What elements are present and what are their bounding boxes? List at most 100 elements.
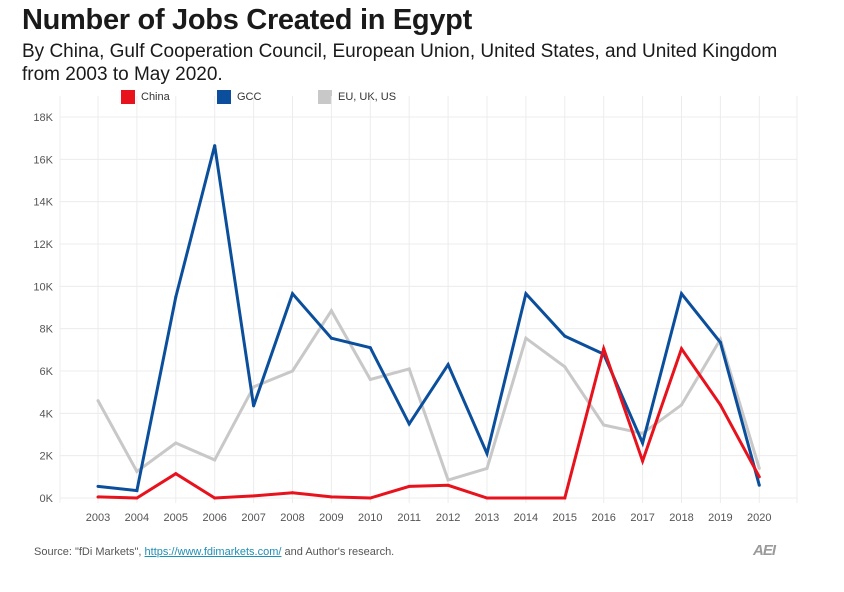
chart-subtitle: By China, Gulf Cooperation Council, Euro… xyxy=(22,41,778,85)
data-point-eu-uk-us xyxy=(174,441,178,445)
data-point-eu-uk-us xyxy=(407,367,411,371)
x-tick-label: 2017 xyxy=(630,512,654,524)
data-point-china xyxy=(757,475,761,479)
data-point-china xyxy=(135,496,139,500)
x-tick-label: 2015 xyxy=(553,512,577,524)
x-tick-label: 2005 xyxy=(164,512,188,524)
data-point-gcc xyxy=(485,452,489,456)
data-point-china xyxy=(174,472,178,476)
x-tick-label: 2013 xyxy=(475,512,499,524)
chart-title: Number of Jobs Created in Egypt xyxy=(22,4,472,36)
series-line-china xyxy=(97,343,761,500)
x-tick-label: 2012 xyxy=(436,512,460,524)
data-point-gcc xyxy=(252,404,256,408)
y-tick-label: 6K xyxy=(40,366,54,378)
data-point-gcc xyxy=(96,484,100,488)
data-point-eu-uk-us xyxy=(213,458,217,462)
data-point-gcc xyxy=(446,363,450,367)
y-axis-tick-labels: 0K 2K 4K 6K 8K 10K 12K 14K 16K 18K xyxy=(33,112,53,505)
data-point-china xyxy=(718,403,722,407)
legend-swatch-gcc xyxy=(217,90,231,104)
x-tick-label: 2006 xyxy=(202,512,226,524)
data-point-china xyxy=(602,347,606,351)
data-point-eu-uk-us xyxy=(524,336,528,340)
legend-item-gcc: GCC xyxy=(217,90,261,104)
x-tick-label: 2008 xyxy=(280,512,304,524)
data-point-china xyxy=(407,484,411,488)
x-tick-label: 2014 xyxy=(514,512,538,524)
data-point-gcc xyxy=(680,292,683,296)
data-point-china xyxy=(485,496,489,500)
legend-label-eu-uk-us: EU, UK, US xyxy=(338,91,397,103)
source-suffix: and Author's research. xyxy=(284,546,395,558)
legend-label-gcc: GCC xyxy=(237,91,262,103)
x-tick-label: 2007 xyxy=(241,512,265,524)
data-point-china xyxy=(252,494,256,498)
horizontal-gridlines xyxy=(60,116,797,499)
y-tick-label: 0K xyxy=(40,493,54,505)
data-point-china xyxy=(524,496,528,500)
y-tick-label: 18K xyxy=(33,112,53,124)
series-lines xyxy=(96,144,761,500)
data-point-china xyxy=(641,459,645,463)
data-point-gcc xyxy=(329,336,333,340)
legend-item-eu-uk-us: EU, UK, US xyxy=(318,90,396,104)
y-tick-label: 8K xyxy=(40,324,54,336)
source-note: Source: "fDi Markets", https://www.fdima… xyxy=(34,546,394,558)
x-tick-label: 2011 xyxy=(397,512,421,524)
legend-label-china: China xyxy=(141,91,170,103)
y-tick-label: 4K xyxy=(40,408,54,420)
data-point-gcc xyxy=(135,489,139,493)
data-point-gcc xyxy=(757,483,761,487)
data-point-eu-uk-us xyxy=(96,399,100,403)
data-point-gcc xyxy=(641,441,645,445)
data-point-china xyxy=(329,495,333,499)
legend-swatch-china xyxy=(121,90,135,104)
data-point-eu-uk-us xyxy=(680,403,683,407)
y-tick-label: 2K xyxy=(40,451,54,463)
data-point-gcc xyxy=(718,340,722,344)
y-tick-label: 12K xyxy=(33,239,53,251)
data-point-china xyxy=(680,347,683,351)
data-point-eu-uk-us xyxy=(485,466,489,470)
data-point-china xyxy=(96,495,100,499)
data-point-china xyxy=(368,496,372,500)
data-point-eu-uk-us xyxy=(446,478,450,482)
x-tick-label: 2004 xyxy=(125,512,149,524)
y-tick-label: 14K xyxy=(33,197,53,209)
y-tick-label: 16K xyxy=(33,154,53,166)
data-point-eu-uk-us xyxy=(368,377,372,381)
source-link[interactable]: https://www.fdimarkets.com/ xyxy=(144,546,282,558)
data-point-eu-uk-us xyxy=(329,309,333,313)
x-tick-label: 2019 xyxy=(708,512,732,524)
data-point-china xyxy=(213,496,217,500)
x-tick-label: 2003 xyxy=(86,512,110,524)
source-prefix: Source: "fDi Markets", xyxy=(34,546,142,558)
y-tick-label: 10K xyxy=(33,281,53,293)
data-point-gcc xyxy=(407,422,411,426)
series-points-gcc xyxy=(96,144,761,493)
series-line-eu-uk-us xyxy=(96,307,761,482)
data-point-gcc xyxy=(174,295,178,299)
x-tick-label: 2018 xyxy=(669,512,693,524)
aei-logo: AEI xyxy=(753,542,776,559)
x-tick-label: 2016 xyxy=(591,512,615,524)
series-points-china xyxy=(96,347,761,500)
legend-swatch-eu-uk-us xyxy=(318,90,332,104)
x-tick-label: 2020 xyxy=(747,512,771,524)
data-point-gcc xyxy=(524,292,528,296)
x-axis-tick-labels: 2003 2004 2005 2006 2007 2008 2009 2010 2011 2012… xyxy=(86,512,772,524)
data-point-china xyxy=(291,491,294,495)
series-points-eu-uk-us xyxy=(96,309,761,482)
data-point-eu-uk-us xyxy=(291,369,294,373)
data-point-gcc xyxy=(291,292,294,296)
data-point-eu-uk-us xyxy=(602,423,606,427)
data-point-gcc xyxy=(563,334,567,338)
x-tick-label: 2009 xyxy=(319,512,343,524)
data-point-eu-uk-us xyxy=(252,385,256,389)
x-tick-label: 2010 xyxy=(358,512,382,524)
data-point-china xyxy=(563,496,567,500)
data-point-eu-uk-us xyxy=(563,365,567,369)
legend-item-china: China xyxy=(121,90,170,104)
